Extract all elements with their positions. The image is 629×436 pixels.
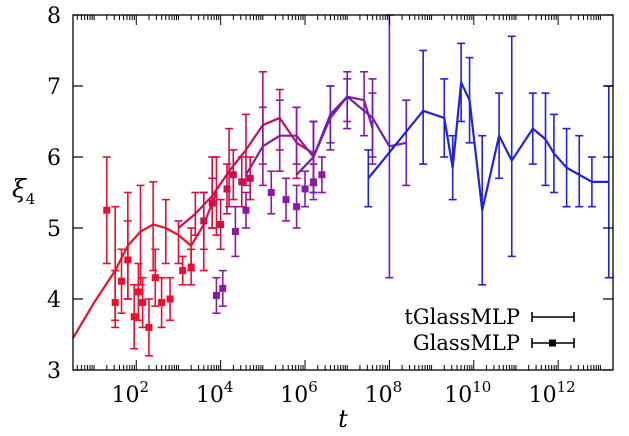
tglassmlp-series-line-2	[245, 95, 374, 176]
legend-marker-1	[549, 339, 556, 347]
y-tick-label-4: 7	[47, 75, 61, 100]
x-tick-label-3: 108	[365, 378, 403, 408]
tglassmlp-errorbar-2-7	[360, 71, 369, 137]
glassmlp-point-5	[134, 288, 142, 296]
tglassmlp-errorbar-2-1	[258, 106, 267, 187]
glassmlp-point-13	[200, 217, 208, 225]
tglassmlp-errorbar-4-3	[448, 134, 457, 201]
x-tick-label-0: 102	[112, 378, 150, 408]
tglassmlp-errorbar-4-14	[587, 156, 596, 208]
y-axis-label-sub: 4	[26, 190, 36, 208]
tglassmlp-errorbar-4-5	[465, 56, 474, 144]
glassmlp-point-26	[293, 203, 301, 211]
tglassmlp-errorbar-3-6	[402, 99, 411, 187]
glassmlp-point-3	[124, 256, 132, 264]
glassmlp-point-18	[238, 178, 246, 186]
legend-label-0: tGlassMLP	[404, 305, 520, 329]
glassmlp-point-16	[223, 185, 231, 193]
series-layer	[72, 14, 613, 339]
points-layer	[102, 149, 326, 357]
glassmlp-point-25	[282, 196, 290, 204]
x-tick-base: 10	[529, 383, 557, 408]
y-axis-label-main: ξ	[12, 174, 27, 203]
glassmlp-point-23	[242, 206, 250, 214]
tglassmlp-errorbar-4-8	[507, 35, 516, 258]
tglassmlp-errorbar-4-4	[457, 42, 466, 123]
tglassmlp-errorbar-3-4	[368, 78, 377, 158]
tglassmlp-errorbar-4-11	[549, 113, 558, 194]
glassmlp-point-27	[301, 185, 309, 193]
glassmlp-point-21	[219, 284, 227, 292]
x-axis-label: t	[338, 405, 348, 433]
x-tick-exp: 4	[224, 378, 234, 396]
y-tick-label-1: 4	[47, 288, 61, 313]
x-tick-label-1: 104	[196, 378, 234, 408]
y-tick-label-3: 6	[47, 146, 61, 171]
y-tick-label-0: 3	[47, 359, 61, 384]
glassmlp-point-20	[212, 291, 220, 299]
x-tick-base: 10	[196, 383, 224, 408]
x-tick-label-4: 1010	[444, 378, 491, 408]
glassmlp-point-7	[145, 323, 153, 331]
x-tick-base: 10	[280, 383, 308, 408]
glassmlp-point-15	[217, 220, 225, 228]
tglassmlp-errorbar-4-10	[541, 92, 550, 187]
x-tick-labels: 102 104 106 108 1010 1012	[112, 378, 576, 408]
x-tick-exp: 6	[308, 378, 318, 396]
x-tick-exp: 2	[140, 378, 150, 396]
x-tick-base: 10	[444, 383, 472, 408]
glassmlp-point-4	[130, 313, 138, 321]
glassmlp-point-28	[309, 178, 317, 186]
tglassmlp-errorbar-2-2	[275, 99, 284, 172]
tglassmlp-errorbar-4-6	[478, 134, 487, 286]
glassmlp-point-11	[179, 267, 187, 275]
tglassmlp-errorbar-4-1	[419, 49, 428, 165]
x-tick-exp: 10	[472, 378, 491, 396]
tglassmlp-errorbar-1-1	[191, 191, 200, 236]
tglassmlp-errorbar-4-7	[495, 92, 504, 180]
y-tick-label-2: 5	[47, 217, 61, 242]
tglassmlp-errorbar-4-12	[562, 127, 571, 208]
glassmlp-point-19	[246, 174, 254, 182]
tglassmlp-errorbar-2-3	[292, 106, 301, 165]
glassmlp-point-12	[187, 263, 195, 271]
x-tick-exp: 8	[393, 378, 403, 396]
tglassmlp-errorbar-4-0	[364, 149, 373, 208]
x-tick-label-2: 106	[280, 378, 318, 408]
tglassmlp-errorbar-4-2	[440, 78, 449, 158]
glassmlp-point-0	[103, 206, 111, 214]
x-tick-base: 10	[112, 383, 140, 408]
tglassmlp-errorbar-0-6	[161, 198, 170, 265]
ticks-layer	[73, 14, 613, 371]
glassmlp-point-29	[318, 171, 326, 179]
x-tick-base: 10	[365, 383, 393, 408]
glassmlp-point-6	[139, 299, 147, 307]
glassmlp-point-14	[208, 199, 216, 207]
glassmlp-point-8	[151, 274, 159, 282]
glassmlp-point-9	[158, 299, 166, 307]
glassmlp-point-22	[231, 228, 239, 236]
x-tick-label-5: 1012	[529, 378, 576, 408]
x-tick-exp: 12	[557, 378, 576, 396]
glassmlp-point-10	[166, 295, 174, 303]
legend-label-1: GlassMLP	[413, 331, 520, 355]
glassmlp-point-17	[229, 171, 237, 179]
y-tick-label-5: 8	[47, 4, 61, 29]
tglassmlp-errorbar-4-9	[528, 92, 537, 165]
y-axis-label: ξ4	[12, 174, 35, 208]
glassmlp-errorbar-1	[111, 269, 120, 329]
glassmlp-point-1	[111, 299, 119, 307]
glassmlp-point-2	[118, 277, 126, 285]
tglassmlp-series-line-4	[367, 81, 609, 212]
y-tick-labels: 3 4 5 6 7 8	[47, 4, 61, 384]
tglassmlp-errorbar-3-3	[343, 71, 352, 130]
tglassmlp-errorbar-4-13	[575, 134, 584, 208]
glassmlp-point-24	[267, 189, 275, 196]
tglassmlp-errorbar-3-2	[326, 85, 335, 151]
